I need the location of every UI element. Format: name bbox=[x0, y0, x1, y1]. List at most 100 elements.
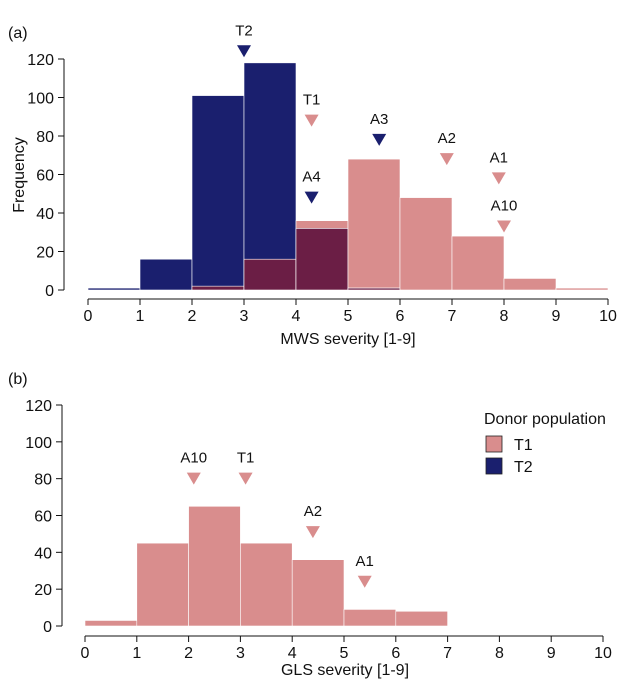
bar-t2-bin-3 bbox=[243, 62, 297, 291]
bar-t1-bin-6 bbox=[399, 197, 453, 291]
marker-a2-icon bbox=[439, 153, 454, 166]
bar-t2-bin-1 bbox=[139, 258, 193, 291]
marker-a3-icon bbox=[372, 133, 387, 146]
panel-a-x-axis-label: MWS severity [1-9] bbox=[280, 331, 415, 348]
marker-a10-icon bbox=[497, 220, 511, 233]
bar-overlap-bin-3 bbox=[243, 258, 297, 291]
bar-t2-bin-2 bbox=[191, 95, 245, 291]
y-tick-label: 0 bbox=[43, 619, 52, 636]
marker-label-a2: A2 bbox=[438, 130, 456, 147]
panel-b-markers: A10 T1 A2 A1 bbox=[180, 450, 374, 588]
marker-a10-icon bbox=[186, 472, 201, 485]
panel-a-bars bbox=[87, 62, 609, 291]
legend-title: Donor population bbox=[484, 411, 606, 428]
marker-t1-icon bbox=[304, 114, 319, 127]
y-tick-label: 100 bbox=[25, 435, 52, 452]
bar-t1-bin-7 bbox=[451, 235, 505, 291]
y-tick-label: 120 bbox=[25, 398, 52, 415]
y-tick-label: 80 bbox=[34, 472, 52, 489]
marker-label-t2: T2 bbox=[235, 22, 253, 39]
x-tick-label: 0 bbox=[81, 645, 90, 662]
panel-b-label: (b) bbox=[8, 371, 28, 388]
bar-t1-bin-0 bbox=[84, 620, 138, 627]
y-tick-label: 60 bbox=[34, 509, 52, 526]
marker-a1-icon bbox=[357, 575, 372, 588]
x-tick-label: 7 bbox=[448, 308, 457, 325]
x-tick-label: 10 bbox=[594, 645, 612, 662]
bar-t1-bin-4 bbox=[291, 559, 345, 627]
marker-label-a4: A4 bbox=[302, 169, 320, 186]
marker-label-a10: A10 bbox=[180, 450, 207, 467]
x-tick-label: 3 bbox=[240, 308, 249, 325]
y-tick-label: 40 bbox=[34, 545, 52, 562]
x-tick-label: 9 bbox=[547, 645, 556, 662]
x-tick-label: 6 bbox=[396, 308, 405, 325]
y-tick-label: 80 bbox=[36, 129, 54, 146]
y-tick-label: 60 bbox=[36, 168, 54, 185]
x-tick-label: 5 bbox=[340, 645, 349, 662]
bar-t1-bin-9 bbox=[555, 287, 609, 291]
x-tick-label: 4 bbox=[288, 645, 297, 662]
bar-t2-bin-0 bbox=[87, 287, 141, 291]
x-tick-label: 0 bbox=[84, 308, 93, 325]
x-tick-label: 10 bbox=[599, 308, 617, 325]
marker-label-a1: A1 bbox=[356, 553, 374, 570]
x-tick-label: 4 bbox=[292, 308, 301, 325]
legend: Donor population T1 T2 bbox=[484, 411, 606, 476]
marker-a4-icon bbox=[304, 191, 319, 204]
x-tick-label: 1 bbox=[132, 645, 141, 662]
panel-b-bars bbox=[84, 505, 448, 627]
bar-t1-bin-5 bbox=[343, 609, 397, 627]
bar-overlap-bin-4 bbox=[295, 228, 349, 291]
panel-a-label: (a) bbox=[8, 25, 28, 42]
marker-label-t1: T1 bbox=[237, 450, 255, 467]
marker-label-a10: A10 bbox=[491, 197, 518, 214]
x-tick-label: 8 bbox=[500, 308, 509, 325]
bar-t1-bin-2 bbox=[188, 505, 241, 627]
bar-overlap-bin-2 bbox=[191, 285, 245, 291]
marker-a1-icon bbox=[491, 172, 506, 185]
legend-label-t1: T1 bbox=[514, 437, 533, 454]
x-tick-label: 8 bbox=[495, 645, 504, 662]
y-tick-label: 20 bbox=[34, 582, 52, 599]
y-tick-label: 100 bbox=[27, 91, 54, 108]
panel-a-markers: T2 T1 A4 A3 A2 A1 A10 bbox=[235, 22, 518, 233]
legend-entry-t2: T2 bbox=[485, 457, 533, 476]
x-tick-label: 7 bbox=[443, 645, 452, 662]
x-tick-label: 6 bbox=[391, 645, 400, 662]
marker-label-t1: T1 bbox=[303, 92, 321, 109]
panel-a-y-axis-label: Frequency bbox=[11, 137, 28, 213]
marker-a2-icon bbox=[305, 526, 320, 539]
x-tick-label: 2 bbox=[188, 308, 197, 325]
x-tick-label: 1 bbox=[136, 308, 145, 325]
x-tick-label: 2 bbox=[184, 645, 193, 662]
bar-t1-bin-6 bbox=[395, 610, 448, 627]
y-tick-label: 0 bbox=[45, 283, 54, 300]
legend-swatch-t1 bbox=[485, 435, 503, 453]
x-tick-label: 5 bbox=[344, 308, 353, 325]
bar-t1-bin-3 bbox=[240, 542, 293, 627]
marker-t2-icon bbox=[237, 45, 251, 58]
legend-label-t2: T2 bbox=[514, 459, 533, 476]
bar-t1-bin-1 bbox=[136, 542, 189, 627]
y-tick-label: 20 bbox=[36, 245, 54, 262]
marker-label-a3: A3 bbox=[370, 111, 388, 128]
bar-t1-bin-8 bbox=[503, 278, 557, 291]
legend-swatch-t2 bbox=[485, 457, 503, 475]
marker-label-a2: A2 bbox=[304, 503, 322, 520]
x-tick-label: 3 bbox=[236, 645, 245, 662]
y-tick-label: 40 bbox=[36, 206, 54, 223]
marker-label-a1: A1 bbox=[490, 149, 508, 166]
marker-t1-icon bbox=[238, 472, 253, 485]
x-tick-label: 9 bbox=[552, 308, 561, 325]
legend-entry-t1: T1 bbox=[485, 435, 533, 454]
y-tick-label: 120 bbox=[27, 52, 54, 69]
panel-b-x-axis-label: GLS severity [1-9] bbox=[281, 662, 409, 679]
bar-overlap-bin-5 bbox=[347, 287, 401, 291]
bar-t1-bin-5 bbox=[347, 158, 401, 291]
